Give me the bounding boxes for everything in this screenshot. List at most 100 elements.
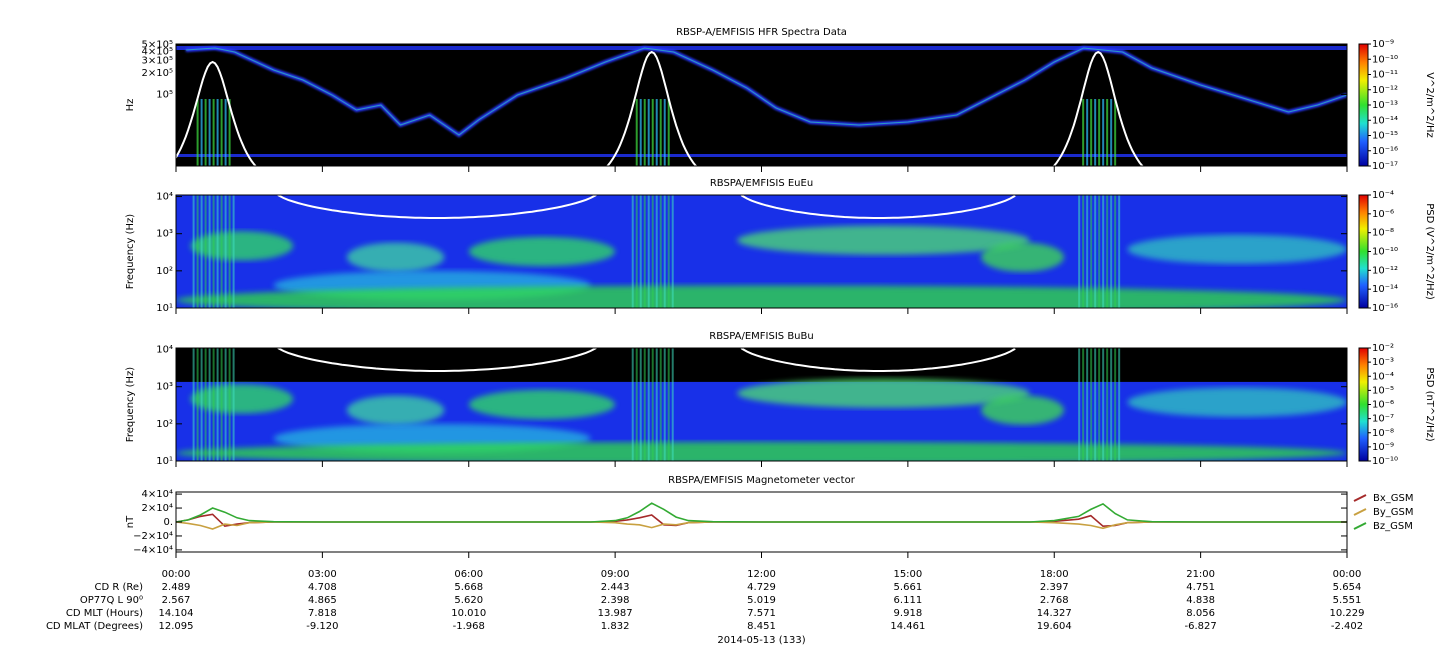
ephemeris-value: 2.567 bbox=[162, 595, 191, 606]
spectrogram-burst bbox=[1082, 99, 1085, 166]
panel-title: RBSPA/EMFISIS Magnetometer vector bbox=[668, 475, 856, 486]
colorbar-tick-label: 10⁻⁹ bbox=[1372, 442, 1394, 453]
spectrogram-burst bbox=[663, 348, 666, 461]
spectrogram-blob bbox=[981, 242, 1065, 272]
ephemeris-value: 5.620 bbox=[454, 595, 483, 606]
spectrogram-burst bbox=[647, 99, 650, 166]
ephemeris-value: 2.398 bbox=[601, 595, 630, 606]
density-curve bbox=[276, 348, 1016, 372]
plot-area bbox=[176, 502, 1347, 530]
colorbar-tick-label: 10⁻⁶ bbox=[1372, 209, 1394, 220]
spectrogram-burst bbox=[1102, 99, 1105, 166]
spectrogram-burst bbox=[643, 99, 646, 166]
ephemeris-value: 4.865 bbox=[308, 595, 337, 606]
spectrogram-burst bbox=[1110, 348, 1113, 461]
colorbar-tick-label: 10⁻¹⁶ bbox=[1372, 303, 1398, 314]
ephemeris-value: 4.729 bbox=[747, 582, 776, 593]
spectrogram-burst bbox=[631, 195, 634, 308]
legend-label: Bz_GSM bbox=[1373, 521, 1413, 532]
spectrogram-blob bbox=[1127, 234, 1347, 264]
spectrogram-burst bbox=[635, 99, 638, 166]
spectrogram-burst bbox=[655, 195, 658, 308]
colorbar-label: V^2/m^2/Hz bbox=[1424, 72, 1435, 138]
ephemeris-value: 14.327 bbox=[1037, 608, 1072, 619]
y-tick-label: 10¹ bbox=[156, 303, 173, 314]
y-tick-label: −4×10⁴ bbox=[133, 545, 173, 556]
legend-swatch bbox=[1353, 522, 1367, 530]
ephemeris-value: 8.451 bbox=[747, 621, 776, 632]
spectrogram-burst bbox=[1114, 99, 1117, 166]
spectrogram-burst bbox=[212, 99, 215, 166]
ephemeris-label: OP77Q L 90⁰ bbox=[80, 595, 143, 606]
spectrogram-burst bbox=[659, 348, 662, 461]
spectrogram-burst bbox=[208, 195, 211, 308]
spectrogram-burst bbox=[1086, 195, 1089, 308]
y-tick-label: 10⁴ bbox=[156, 345, 173, 356]
plot-area bbox=[176, 348, 1347, 461]
spectrogram-burst bbox=[1106, 348, 1109, 461]
spectrogram-burst bbox=[1078, 195, 1081, 308]
spectrogram-burst bbox=[220, 348, 223, 461]
spectrogram-burst bbox=[635, 348, 638, 461]
spectrogram-burst bbox=[200, 348, 203, 461]
series-line bbox=[176, 502, 1347, 523]
spectrogram-burst bbox=[1086, 99, 1089, 166]
spectrogram-blob bbox=[737, 378, 1030, 408]
colorbar-tick-label: 10⁻⁸ bbox=[1372, 228, 1394, 239]
colorbar-tick-label: 10⁻¹⁷ bbox=[1372, 161, 1398, 172]
x-tick-label: 06:00 bbox=[454, 569, 483, 580]
spectrogram-burst bbox=[232, 348, 235, 461]
spectrogram-burst bbox=[1090, 195, 1093, 308]
colorbar-tick-label: 10⁻¹⁰ bbox=[1372, 456, 1398, 467]
spectrogram-burst bbox=[639, 348, 642, 461]
spectrogram-burst bbox=[224, 99, 227, 166]
spectrogram-burst bbox=[1090, 348, 1093, 461]
colorbar-tick-label: 10⁻¹⁶ bbox=[1372, 146, 1398, 157]
spectrogram-burst bbox=[651, 99, 654, 166]
ephemeris-value: 12.095 bbox=[159, 621, 194, 632]
legend-swatch bbox=[1353, 508, 1367, 516]
legend-label: Bx_GSM bbox=[1373, 493, 1414, 504]
spectrogram-blob bbox=[468, 236, 616, 267]
colorbar-tick-label: 10⁻¹² bbox=[1372, 85, 1398, 96]
y-tick-label: 10² bbox=[156, 419, 173, 430]
spectrogram-burst bbox=[208, 348, 211, 461]
ephemeris-value: 8.056 bbox=[1186, 608, 1215, 619]
spectrogram-burst bbox=[1086, 348, 1089, 461]
spectrogram-burst bbox=[647, 195, 650, 308]
y-tick-label: 10² bbox=[156, 266, 173, 277]
spectrogram-blob bbox=[737, 225, 1030, 255]
spectrogram-burst bbox=[228, 99, 231, 166]
ephemeris-value: 6.111 bbox=[894, 595, 923, 606]
colorbar-tick-label: 10⁻⁹ bbox=[1372, 39, 1394, 50]
colorbar-tick-label: 10⁻⁴ bbox=[1372, 190, 1394, 201]
ephemeris-value: 4.708 bbox=[308, 582, 337, 593]
spectrogram-burst bbox=[1110, 195, 1113, 308]
y-tick-label: 10³ bbox=[156, 229, 173, 240]
y-tick-label: 5×10⁵ bbox=[142, 40, 173, 51]
y-tick-label: 10⁵ bbox=[156, 90, 173, 101]
spectrogram-burst bbox=[212, 195, 215, 308]
ephemeris-value: -9.120 bbox=[306, 621, 338, 632]
spectrogram-burst bbox=[220, 195, 223, 308]
colorbar-label: PSD (V^2/m^2/Hz) bbox=[1424, 203, 1435, 300]
spectrogram-burst bbox=[1098, 195, 1101, 308]
cutoff-trace bbox=[185, 47, 1347, 136]
x-tick-label: 00:00 bbox=[162, 569, 191, 580]
ephemeris-value: -6.827 bbox=[1185, 621, 1217, 632]
x-tick-label: 00:00 bbox=[1333, 569, 1362, 580]
colorbar-tick-label: 10⁻⁴ bbox=[1372, 371, 1394, 382]
spectrogram-burst bbox=[224, 348, 227, 461]
density-curve bbox=[276, 195, 1016, 219]
colorbar-tick-label: 10⁻¹¹ bbox=[1372, 70, 1398, 81]
spectrogram-burst bbox=[216, 99, 219, 166]
ephemeris-value: 2.397 bbox=[1040, 582, 1069, 593]
spectrogram-burst bbox=[196, 99, 199, 166]
spectrogram-burst bbox=[1094, 195, 1097, 308]
colorbar-tick-label: 10⁻⁸ bbox=[1372, 428, 1394, 439]
ephemeris-value: 14.104 bbox=[159, 608, 194, 619]
spectrogram-burst bbox=[1094, 99, 1097, 166]
series-line bbox=[176, 521, 1347, 530]
